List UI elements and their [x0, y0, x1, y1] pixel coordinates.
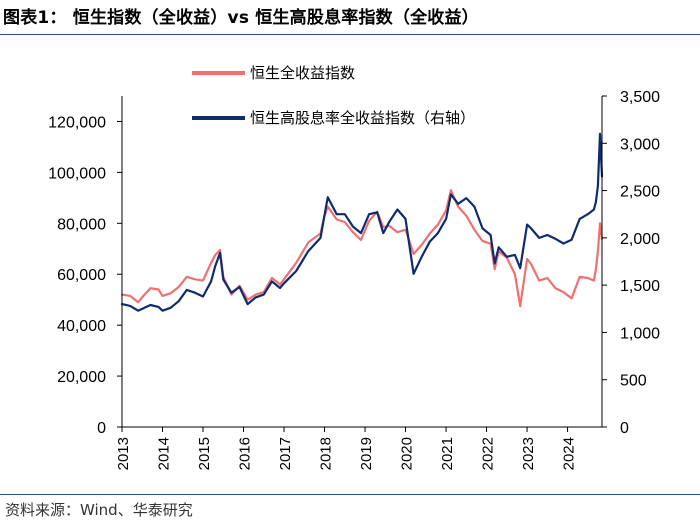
- right-y-tick-label: 2,000: [620, 231, 660, 248]
- right-y-tick-label: 1,000: [620, 325, 660, 342]
- left-y-tick-label: 80,000: [57, 216, 106, 233]
- left-y-tick-label: 40,000: [57, 318, 106, 335]
- series-line-hshdy: [120, 132, 604, 312]
- legend-label-hsi: 恒生全收益指数: [250, 64, 355, 82]
- left-y-tick-label: 20,000: [57, 369, 106, 386]
- series-layer: [120, 132, 604, 312]
- x-tick-label: 2019: [358, 437, 375, 470]
- x-tick-label: 2021: [439, 437, 456, 470]
- left-y-tick-label: 100,000: [48, 165, 106, 182]
- source-divider: [0, 494, 700, 495]
- left-y-tick-label: 60,000: [57, 267, 106, 284]
- source-note: 资料来源：Wind、华泰研究: [5, 501, 193, 519]
- line-chart: 0 20,000 40,000 60,000 80,000 100,000 120,000 0…: [48, 64, 660, 470]
- x-tick-label: 2023: [520, 437, 537, 470]
- x-tick-label: 2020: [399, 437, 416, 470]
- x-tick-label: 2013: [115, 437, 132, 470]
- left-y-tick-label: 120,000: [48, 114, 106, 131]
- axes-layer: 0 20,000 40,000 60,000 80,000 100,000 120,000 0…: [48, 89, 660, 470]
- x-tick-label: 2018: [318, 437, 335, 470]
- right-y-tick-label: 3,500: [620, 89, 660, 106]
- right-y-tick-label: 2,500: [620, 184, 660, 201]
- right-y-tick-label: 3,000: [620, 136, 660, 153]
- series-line-hsi: [120, 189, 604, 308]
- x-tick-label: 2024: [561, 437, 578, 470]
- title-divider: [0, 34, 700, 35]
- x-tick-label: 2015: [196, 437, 213, 470]
- left-y-tick-label: 0: [97, 420, 106, 437]
- chart-title: 图表1： 恒生指数（全收益）vs 恒生高股息率指数（全收益）: [3, 8, 479, 28]
- x-tick-label: 2017: [277, 437, 294, 470]
- x-tick-label: 2016: [237, 437, 254, 470]
- right-y-tick-label: 0: [620, 420, 629, 437]
- x-tick-label: 2022: [480, 437, 497, 470]
- right-y-tick-label: 1,500: [620, 278, 660, 295]
- right-y-tick-label: 500: [620, 373, 647, 390]
- x-tick-label: 2014: [156, 437, 173, 470]
- legend: 恒生全收益指数 恒生高股息率全收益指数（右轴）: [192, 64, 475, 127]
- legend-label-hshdy: 恒生高股息率全收益指数（右轴）: [250, 109, 475, 127]
